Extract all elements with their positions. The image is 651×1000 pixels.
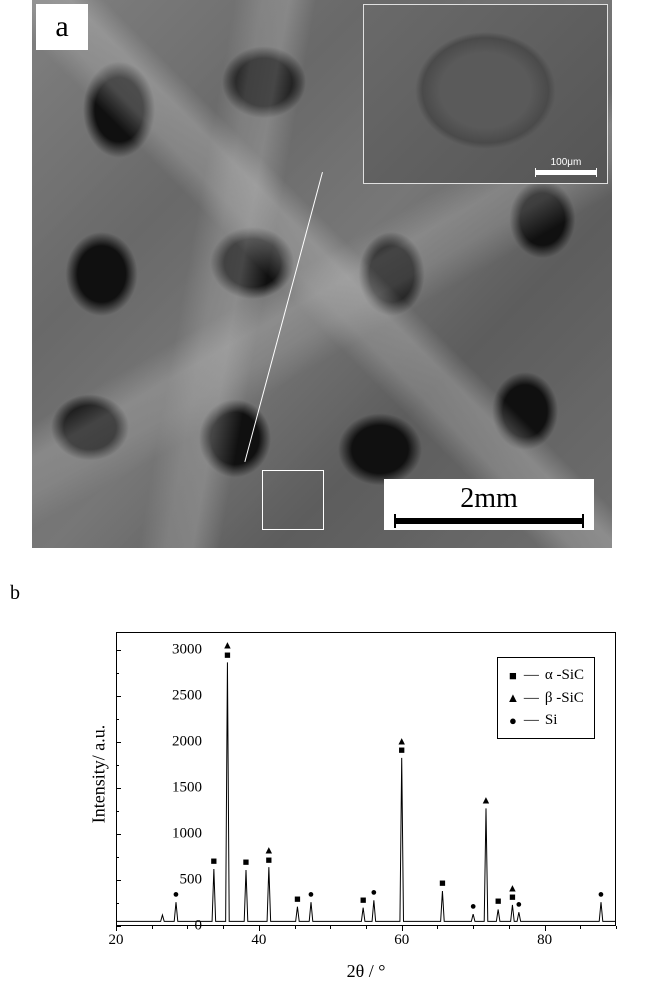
- main-scalebar: 2mm: [384, 479, 594, 530]
- y-tick-label: 1000: [172, 826, 202, 843]
- y-axis-label: Intensity/ a.u.: [89, 725, 110, 823]
- y-tick-label: 2000: [172, 734, 202, 751]
- peak-marker: ■: [360, 896, 367, 905]
- inset-scalebar-text: 100μm: [551, 157, 582, 168]
- x-tick-label: 80: [537, 932, 552, 949]
- peak-marker: ▲: [481, 797, 492, 806]
- xrd-chart: Intensity/ a.u. 2θ / ° ■—α -SiC▲—β -SiC●…: [44, 624, 634, 984]
- peak-marker: ■: [243, 859, 250, 868]
- callout-box: [262, 470, 324, 530]
- peak-marker: ●: [371, 889, 378, 898]
- peak-marker: ●: [173, 891, 180, 900]
- x-tick-label: 20: [109, 932, 124, 949]
- peak-marker: ●: [516, 901, 523, 910]
- x-tick-label: 60: [394, 932, 409, 949]
- sem-panel: a 100μm 2mm: [32, 0, 612, 548]
- x-axis-label: 2θ / °: [116, 961, 616, 982]
- panel-b-label: b: [10, 582, 20, 605]
- peak-marker: ▲■: [263, 847, 274, 866]
- x-tick-label: 40: [251, 932, 266, 949]
- y-tick-label: 0: [195, 918, 203, 935]
- peak-marker: ■: [439, 880, 446, 889]
- peak-marker: ●: [308, 891, 315, 900]
- peak-marker: ●: [470, 903, 477, 912]
- y-tick-label: 3000: [172, 642, 202, 659]
- inset-scalebar-line: [535, 170, 597, 175]
- peak-marker: ■: [294, 895, 301, 904]
- y-tick-label: 500: [180, 872, 203, 889]
- inset-scalebar: 100μm: [535, 157, 597, 175]
- panel-a-label: a: [36, 4, 88, 50]
- sem-main-image: a 100μm 2mm: [32, 0, 612, 548]
- y-tick-label: 2500: [172, 688, 202, 705]
- peak-marker: ●: [598, 891, 605, 900]
- peak-marker: ▲■: [396, 737, 407, 756]
- main-scalebar-text: 2mm: [460, 483, 518, 515]
- y-tick-label: 1500: [172, 780, 202, 797]
- peak-marker: ■: [211, 858, 218, 867]
- main-scalebar-line: [394, 518, 584, 524]
- sem-inset-image: 100μm: [363, 4, 608, 184]
- peak-marker: ■: [495, 898, 502, 907]
- peak-marker: ▲■: [222, 642, 233, 661]
